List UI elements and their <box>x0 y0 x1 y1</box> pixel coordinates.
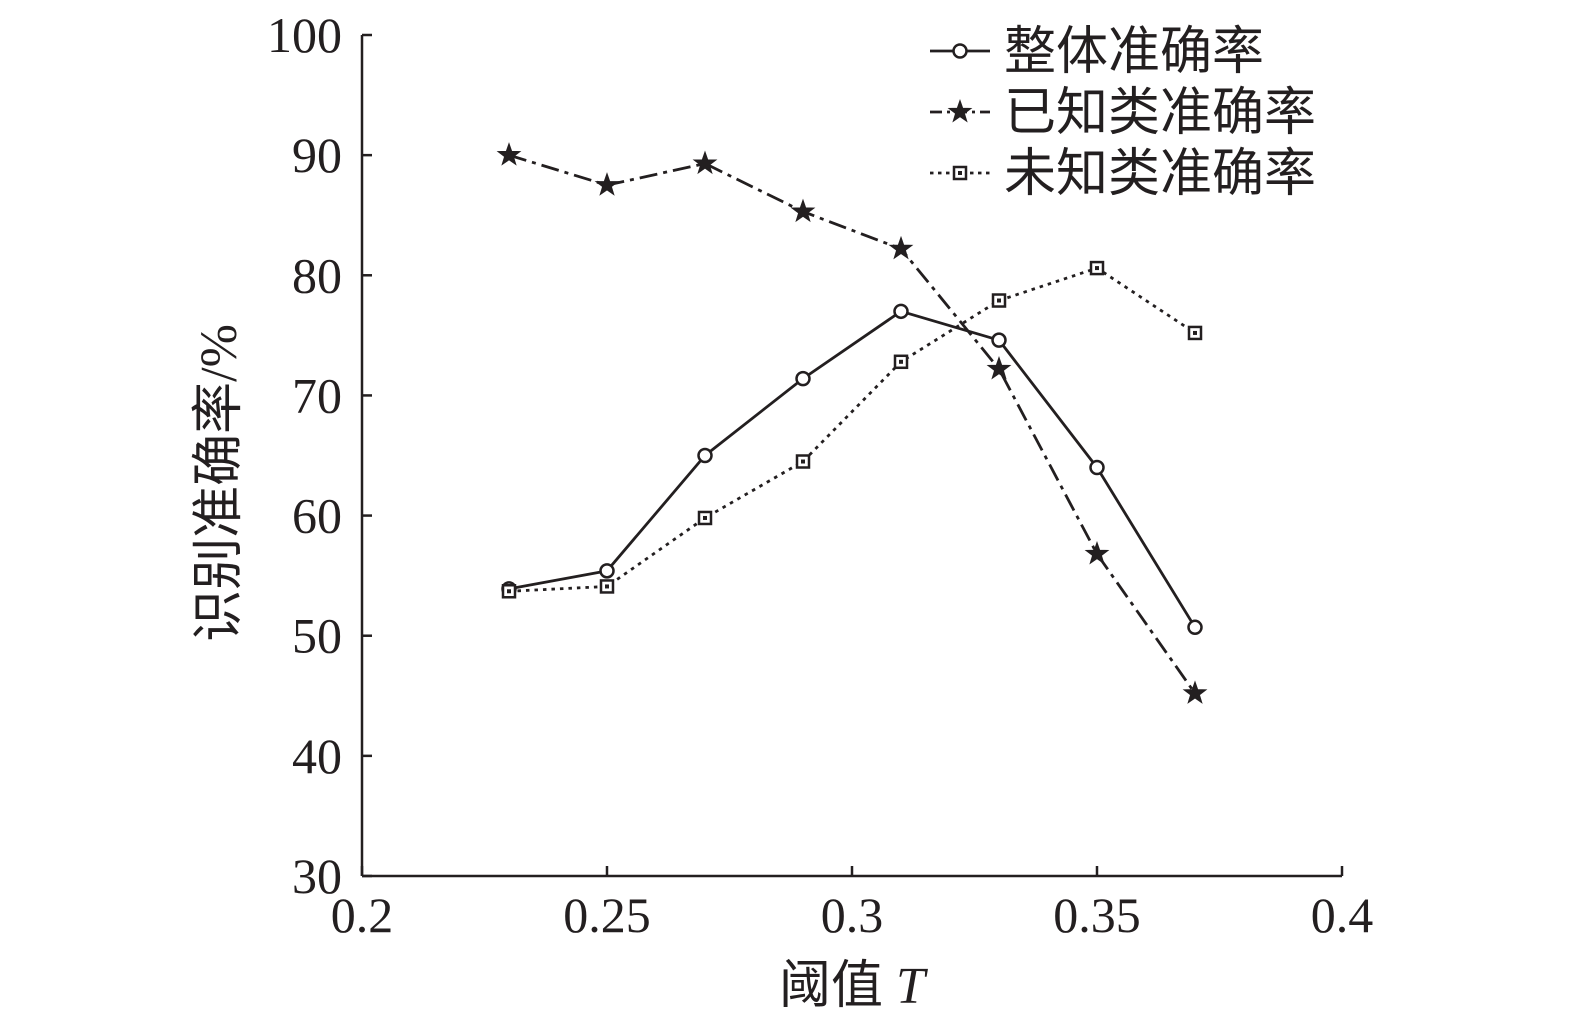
x-axis-ticks: 0.2 0.25 0.3 0.35 0.4 <box>331 866 1374 943</box>
legend-item: 未知类准确率 <box>930 146 1316 203</box>
y-tick-label: 80 <box>292 247 342 303</box>
y-tick-label: 30 <box>292 848 342 904</box>
x-axis-label: 阈值 T <box>779 958 928 1015</box>
data-point-series-3 <box>1089 260 1105 276</box>
data-point-series-1 <box>795 370 811 387</box>
x-tick-label: 0.25 <box>563 887 651 943</box>
series-markers <box>496 142 1208 704</box>
x-tick-label: 0.2 <box>331 887 394 943</box>
data-point-series-1 <box>991 332 1007 348</box>
data-point-series-2 <box>1182 680 1208 704</box>
y-tick-label: 100 <box>267 7 342 63</box>
data-point-series-2 <box>594 172 620 196</box>
data-point-series-2 <box>692 150 718 175</box>
x-axis-variable: T <box>896 958 928 1015</box>
y-axis-ticks: 30 40 50 60 70 80 90 100 <box>267 7 372 904</box>
series-line-2 <box>508 153 1197 695</box>
x-axis-label-text: 阈值 <box>779 958 883 1015</box>
x-tick-label: 0.4 <box>1311 887 1374 943</box>
legend-marker <box>952 165 968 181</box>
y-tick-label: 40 <box>292 728 342 784</box>
legend-marker <box>952 43 968 59</box>
y-tick-label: 50 <box>292 608 342 664</box>
y-tick-label: 90 <box>292 127 342 183</box>
data-point-series-2 <box>496 142 522 166</box>
legend-item: 已知类准确率 <box>930 85 1316 142</box>
x-tick-label: 0.35 <box>1053 887 1141 943</box>
data-point-series-3 <box>599 579 615 594</box>
data-point-series-3 <box>795 454 811 469</box>
data-point-series-3 <box>893 354 909 370</box>
data-point-series-3 <box>697 510 713 526</box>
series-lines <box>508 153 1197 695</box>
y-tick-label: 60 <box>292 488 342 544</box>
legend-marker <box>947 98 973 123</box>
legend-label: 整体准确率 <box>1004 24 1264 81</box>
legend-item: 整体准确率 <box>930 24 1264 81</box>
data-point-series-2 <box>790 198 816 223</box>
x-tick-label: 0.3 <box>821 887 884 943</box>
series-line-1 <box>508 309 1197 629</box>
legend-label: 已知类准确率 <box>1004 85 1316 142</box>
data-point-series-1 <box>1187 619 1203 636</box>
y-tick-label: 70 <box>292 367 342 423</box>
data-point-series-1 <box>697 447 713 464</box>
data-point-series-1 <box>1089 459 1105 476</box>
data-point-series-3 <box>501 584 517 599</box>
data-point-series-3 <box>1187 325 1203 341</box>
legend-label: 未知类准确率 <box>1004 146 1316 203</box>
data-point-series-2 <box>986 355 1012 380</box>
y-axis-label: 识别准确率/% <box>191 324 248 642</box>
data-point-series-2 <box>1084 540 1110 565</box>
data-point-series-1 <box>599 563 615 579</box>
data-point-series-3 <box>991 293 1007 308</box>
data-point-series-2 <box>888 235 914 260</box>
data-point-series-1 <box>893 303 909 320</box>
series-line-3 <box>508 266 1196 593</box>
